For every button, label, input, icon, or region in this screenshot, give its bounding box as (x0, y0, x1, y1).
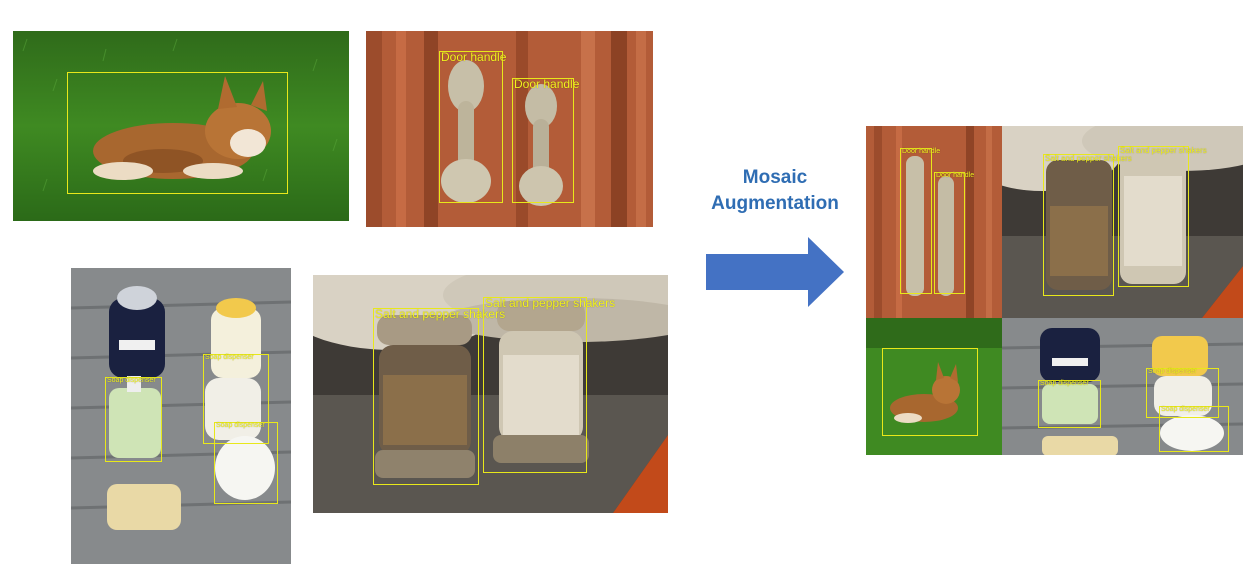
mosaic-soap-dispenser-bbox-1: Soap dispenser (1038, 380, 1101, 428)
mosaic-soap-dispenser-bbox-2: Soap dispenser (1146, 368, 1219, 418)
right-arrow-icon (706, 237, 844, 307)
mosaic-door-handle-tile: Door handle Door handle (866, 126, 1002, 318)
dog-image (13, 31, 349, 221)
title-line-2: Augmentation (711, 193, 839, 214)
soap-dispenser-label-2: Soap dispenser (205, 354, 254, 361)
soap-dispenser-label-3: Soap dispenser (216, 422, 265, 429)
mosaic-dog-bbox (882, 348, 978, 436)
mosaic-salt-pepper-label-1: Salt and pepper shakers (1045, 154, 1132, 163)
salt-pepper-label-1: Salt and pepper shakers (375, 307, 506, 321)
mosaic-door-handle-label-1: Door handle (902, 148, 941, 155)
mosaic-soap-dispenser-bbox-3: Soap dispenser (1159, 406, 1229, 452)
title-line-1: Mosaic (742, 167, 808, 188)
door-handle-bbox-2: Door handle (512, 78, 579, 203)
mosaic-soap-dispenser-label-2: Soap dispenser (1148, 368, 1197, 375)
mosaic-augmentation-title: Mosaic Augmentation (695, 165, 855, 217)
mosaic-soap-dispenser-label-3: Soap dispenser (1161, 406, 1210, 413)
salt-pepper-label-2: Salt and pepper shakers (485, 296, 616, 310)
mosaic-door-handle-bbox-1: Door handle (900, 148, 940, 294)
door-handle-label-1: Door handle (441, 50, 507, 64)
door-handle-label-2: Door handle (514, 77, 580, 91)
mosaic-salt-pepper-label-2: Salt and pepper shakers (1120, 146, 1207, 155)
soap-dispenser-bbox-2: Soap dispenser (203, 354, 269, 444)
mosaic-door-handle-bbox-2: Door handle (934, 172, 974, 294)
mosaic-door-handle-label-2: Door handle (936, 172, 975, 179)
salt-pepper-image: Salt and pepper shakers Salt and pepper … (313, 275, 668, 513)
mosaic-soap-dispenser-label-1: Soap dispenser (1040, 380, 1089, 387)
mosaic-soap-tile: Soap dispenser Soap dispenser Soap dispe… (1002, 318, 1243, 455)
dog-bbox (67, 72, 288, 194)
salt-pepper-bbox-1: Salt and pepper shakers (373, 308, 505, 485)
door-handle-bbox-1: Door handle (439, 50, 507, 203)
mosaic-dog-tile (866, 318, 1002, 455)
soap-dispenser-label-1: Soap dispenser (107, 377, 156, 384)
door-handle-image: Door handle Door handle (366, 31, 653, 227)
soap-dispenser-bbox-1: Soap dispenser (105, 377, 162, 462)
soap-dispenser-bbox-3: Soap dispenser (214, 422, 278, 504)
mosaic-salt-pepper-bbox-2: Salt and pepper shakers (1118, 146, 1207, 287)
salt-pepper-bbox-2: Salt and pepper shakers (483, 297, 615, 473)
mosaic-salt-pepper-tile: Salt and pepper shakers Salt and pepper … (1002, 126, 1243, 318)
soap-image: Soap dispenser Soap dispenser Soap dispe… (71, 268, 291, 564)
mosaic-salt-pepper-bbox-1: Salt and pepper shakers (1043, 154, 1132, 296)
